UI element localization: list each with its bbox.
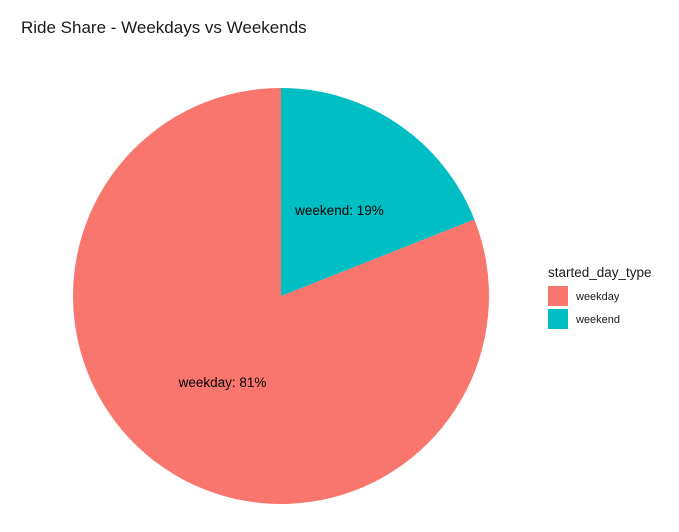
legend: started_day_type weekday weekend [548,265,652,329]
slice-label-weekend: weekend: 19% [294,203,384,218]
chart-title: Ride Share - Weekdays vs Weekends [21,18,307,37]
pie-slice-labels: weekday: 81% weekend: 19% [178,203,384,390]
pie-slices [73,87,490,504]
legend-key-weekend [548,309,568,329]
slice-label-weekday: weekday: 81% [178,375,267,390]
legend-title: started_day_type [548,265,652,280]
legend-label-weekday: weekday [575,291,620,303]
legend-key-weekday [548,286,568,306]
pie-slice-weekend [281,87,475,296]
legend-items: weekday weekend [548,286,620,329]
legend-label-weekend: weekend [575,314,620,326]
